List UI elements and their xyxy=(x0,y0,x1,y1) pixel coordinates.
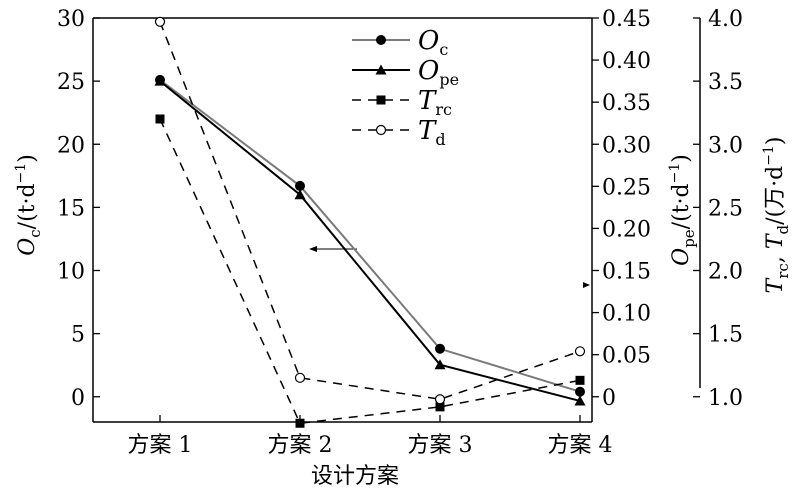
right1-tick-label: 0.30 xyxy=(602,133,651,158)
series-point-Trc xyxy=(435,402,445,412)
right2-tick-label: 3.0 xyxy=(708,133,743,158)
right1-tick-label: 0.35 xyxy=(602,91,651,116)
right2-axis-title: Trc, Td/(万·d−1) xyxy=(761,137,792,294)
right2-tick-label: 4.0 xyxy=(708,7,743,32)
annotation-arrow-head-right xyxy=(583,282,590,288)
left-axis-title: Oc/(t·d−1) xyxy=(13,154,44,256)
legend-label-Oc: Oc xyxy=(418,26,448,59)
series-point-Ope xyxy=(434,359,446,370)
series-line-Ope xyxy=(159,80,581,402)
left-tick-label: 15 xyxy=(57,196,85,221)
left-tick-label: 25 xyxy=(57,70,85,95)
right1-tick-label: 0.15 xyxy=(602,260,651,285)
series-point-Ope xyxy=(154,75,166,86)
series-point-Td xyxy=(294,372,306,383)
series-point-Trc xyxy=(295,418,305,428)
legend-label-Trc: Trc xyxy=(418,86,452,119)
right1-tick-label: 0.05 xyxy=(602,344,651,369)
series-point-Oc xyxy=(575,386,585,397)
right1-tick-label: 0.40 xyxy=(602,49,651,74)
left-tick-label: 0 xyxy=(71,386,85,411)
annotation-arrow-head xyxy=(309,246,317,252)
legend-label-Ope: Ope xyxy=(418,56,459,89)
series-point-Trc xyxy=(575,375,585,385)
series-point-Oc xyxy=(435,343,445,354)
x-tick-label: 方案 3 xyxy=(408,433,473,458)
right1-tick-label: 0 xyxy=(602,386,616,411)
series-point-Ope xyxy=(574,395,586,406)
x-tick-label: 方案 2 xyxy=(268,433,333,458)
legend-marker-Oc xyxy=(376,35,386,45)
series-point-Td xyxy=(574,346,586,357)
legend-marker-Ope xyxy=(375,64,387,75)
axes-layer: 0 5 10 15 20 25 30 0 0.05 0.10 0.15 0.20 0.25 0.30 0.3… xyxy=(57,7,743,458)
series-line-Trc xyxy=(159,118,581,425)
legend-marker-Trc xyxy=(376,95,386,105)
right1-tick-label: 0.20 xyxy=(602,217,651,242)
right2-tick-label: 2.0 xyxy=(708,260,743,285)
right2-tick-label: 1.0 xyxy=(708,386,743,411)
left-tick-label: 10 xyxy=(57,260,85,285)
series-point-Trc xyxy=(155,114,165,124)
series-point-Td xyxy=(154,16,166,27)
left-tick-label: 20 xyxy=(57,133,85,158)
series-point-Ope xyxy=(294,189,306,200)
x-tick-label: 方案 4 xyxy=(548,433,613,458)
x-axis-title: 设计方案 xyxy=(311,464,399,489)
right1-tick-label: 0.25 xyxy=(602,175,651,200)
series-point-Oc xyxy=(295,180,305,191)
left-tick-label: 30 xyxy=(57,7,85,32)
legend-marker-Td xyxy=(375,124,387,136)
right1-tick-label: 0.10 xyxy=(602,302,651,327)
x-tick-label: 方案 1 xyxy=(128,433,193,458)
series-line-Oc xyxy=(159,79,581,393)
right2-tick-label: 2.5 xyxy=(708,196,743,221)
right1-tick-label: 0.45 xyxy=(602,7,651,32)
right1-axis-title: Ope/(t·d−1) xyxy=(667,154,698,266)
series-layer xyxy=(154,16,586,428)
series-line-Td xyxy=(159,21,581,401)
left-tick-label: 5 xyxy=(71,323,85,348)
series-point-Td xyxy=(434,394,446,405)
right2-tick-label: 3.5 xyxy=(708,70,743,95)
legend-label-Td: Td xyxy=(418,116,446,149)
right2-tick-label: 1.5 xyxy=(708,323,743,348)
